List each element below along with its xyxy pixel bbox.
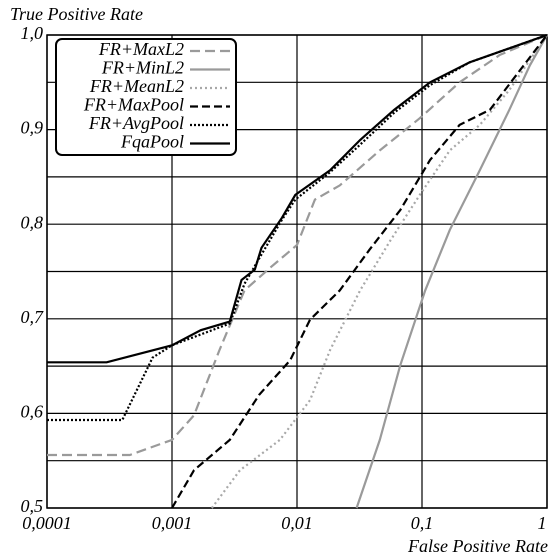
legend-label: FR+MeanL2 bbox=[89, 76, 184, 96]
series-line bbox=[210, 34, 548, 509]
series-line bbox=[355, 34, 548, 509]
series-line bbox=[47, 33, 548, 364]
y-axis-label: True Positive Rate bbox=[10, 4, 143, 24]
y-tick-label: 0,5 bbox=[21, 496, 44, 516]
legend-label: FR+MaxL2 bbox=[98, 39, 184, 59]
x-tick-label: 0,1 bbox=[411, 513, 434, 533]
legend-label: FqaPool bbox=[120, 132, 184, 152]
series-line bbox=[47, 33, 548, 422]
x-tick-label: 1 bbox=[538, 513, 547, 533]
x-tick-label: 0,01 bbox=[281, 513, 313, 533]
legend-label: FR+MinL2 bbox=[101, 58, 184, 78]
legend-label: FR+AvgPool bbox=[88, 113, 184, 133]
x-tick-label: 0,001 bbox=[152, 513, 193, 533]
y-tick-label: 0,7 bbox=[21, 307, 45, 327]
y-tick-label: 0,6 bbox=[21, 402, 44, 422]
plot-frame bbox=[46, 34, 548, 509]
x-tick-label: 0,0001 bbox=[22, 513, 72, 533]
y-tick-label: 1,0 bbox=[21, 23, 44, 43]
legend-label: FR+MaxPool bbox=[83, 95, 184, 115]
series-line bbox=[47, 33, 548, 457]
y-tick-label: 0,8 bbox=[21, 212, 44, 232]
series-line bbox=[171, 34, 548, 509]
x-axis-label: False Positive Rate bbox=[407, 536, 548, 556]
y-tick-label: 0,9 bbox=[21, 118, 44, 138]
